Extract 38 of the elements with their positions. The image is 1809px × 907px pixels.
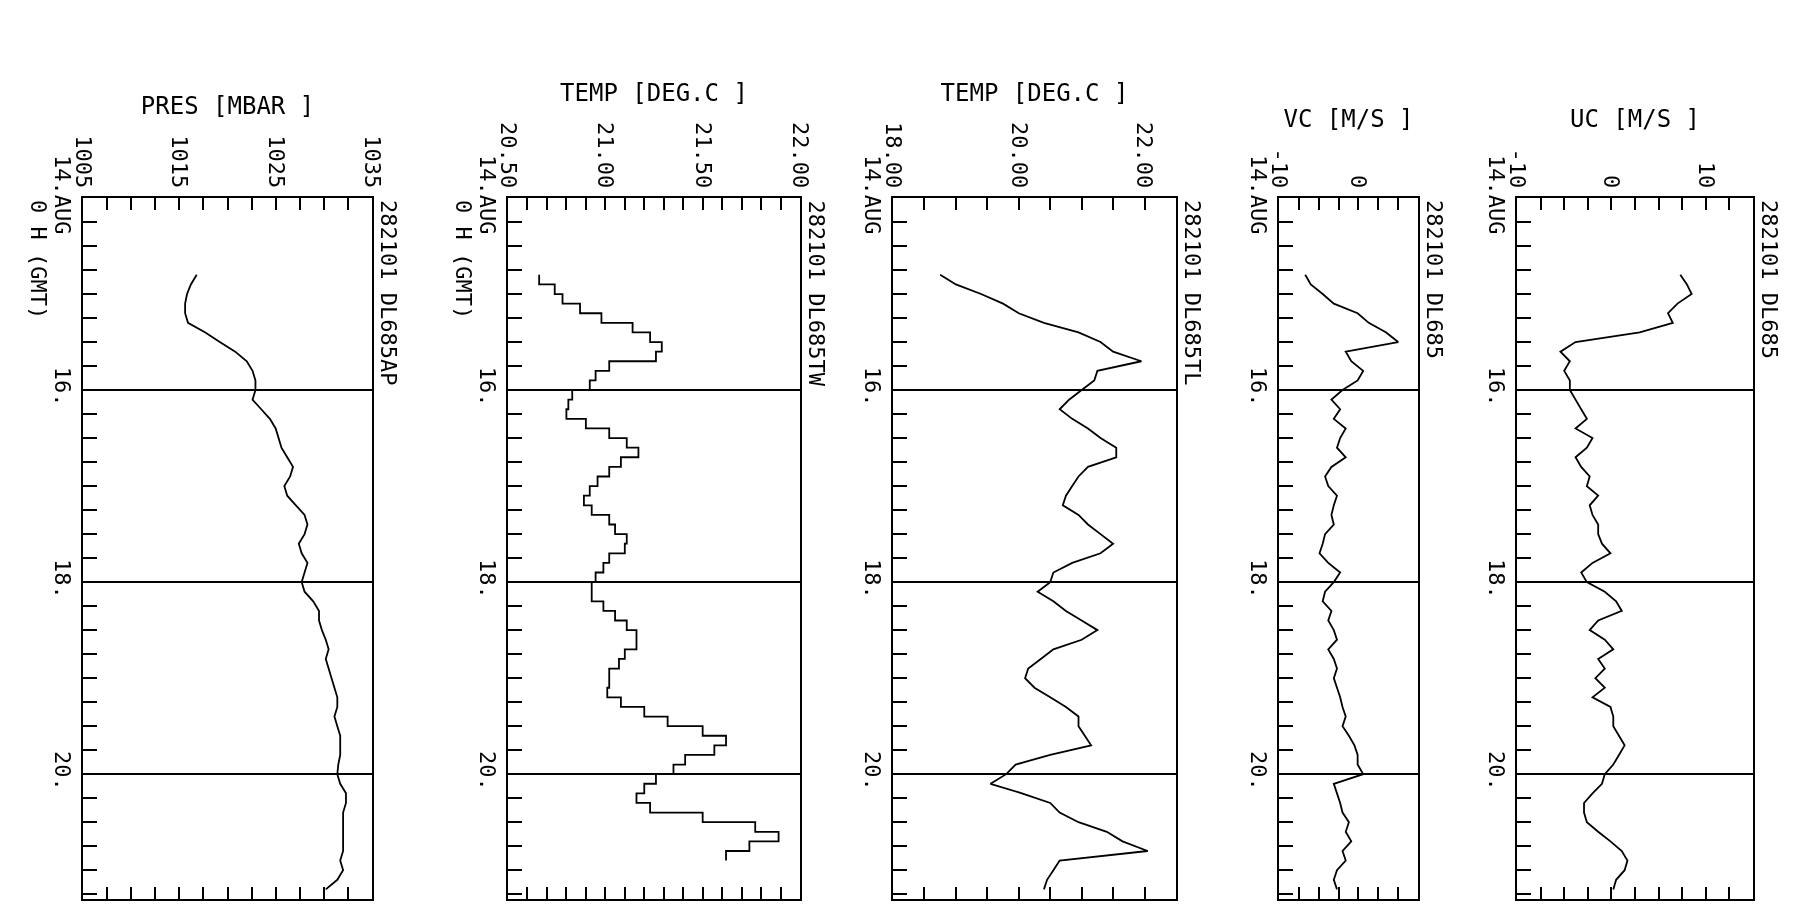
x-axis-title: TEMP [DEG.C ]	[940, 78, 1129, 107]
y-tick-label: 20.	[859, 750, 885, 791]
text: 282101 DL685TW	[803, 200, 829, 387]
x-tick-label: 1015	[167, 135, 193, 189]
x-axis-title: UC [M/S ]	[1569, 105, 1701, 134]
x-axis-title: PRES [MBAR ]	[140, 91, 315, 120]
y-axis-title: 0 H (GMT)	[451, 200, 476, 320]
x-tick-label: 1035	[359, 135, 385, 189]
y-axis-title: 0 H (GMT)	[26, 200, 51, 320]
x-axis-title: VC [M/S ]	[1283, 105, 1414, 134]
y-tick-label: 20.	[49, 750, 75, 791]
y-tick-label: 20.	[1245, 750, 1271, 791]
x-axis-title: TEMP [DEG.C ]	[560, 78, 748, 107]
y-tick-label: 16.	[859, 366, 885, 407]
x-tick-label: 22.00	[787, 122, 813, 189]
x-tick-label: 21.50	[690, 122, 716, 189]
text: 282101 DL685TL	[1180, 200, 1205, 386]
y-tick-label: 16.	[1245, 366, 1271, 407]
text: 282101 DL685	[1757, 200, 1782, 359]
y-tick-label: 18.	[49, 558, 75, 599]
x-tick-label: 20.00	[1006, 122, 1032, 189]
text: 282101 DL685AP	[376, 200, 401, 386]
x-tick-label: 0	[1599, 175, 1625, 189]
x-tick-label: 0	[1346, 175, 1372, 189]
y-tick-label: 16.	[474, 366, 500, 407]
y-tick-label: 18.	[1245, 558, 1271, 599]
y-tick-label: 16.	[49, 366, 75, 407]
text: 282101 DL685	[1422, 200, 1447, 359]
y-tick-label: 20.	[474, 750, 500, 791]
y-tick-label: 16.	[1483, 366, 1509, 407]
y-tick-label: 18.	[474, 558, 500, 599]
x-tick-label: 21.00	[593, 122, 619, 189]
x-tick-label: 1025	[263, 135, 289, 189]
y-tick-label: 18.	[859, 558, 885, 599]
x-tick-label: 10	[1693, 161, 1719, 189]
y-tick-label: 20.	[1483, 750, 1509, 791]
y-tick-label: 18.	[1483, 558, 1509, 599]
x-tick-label: 22.00	[1132, 122, 1158, 189]
